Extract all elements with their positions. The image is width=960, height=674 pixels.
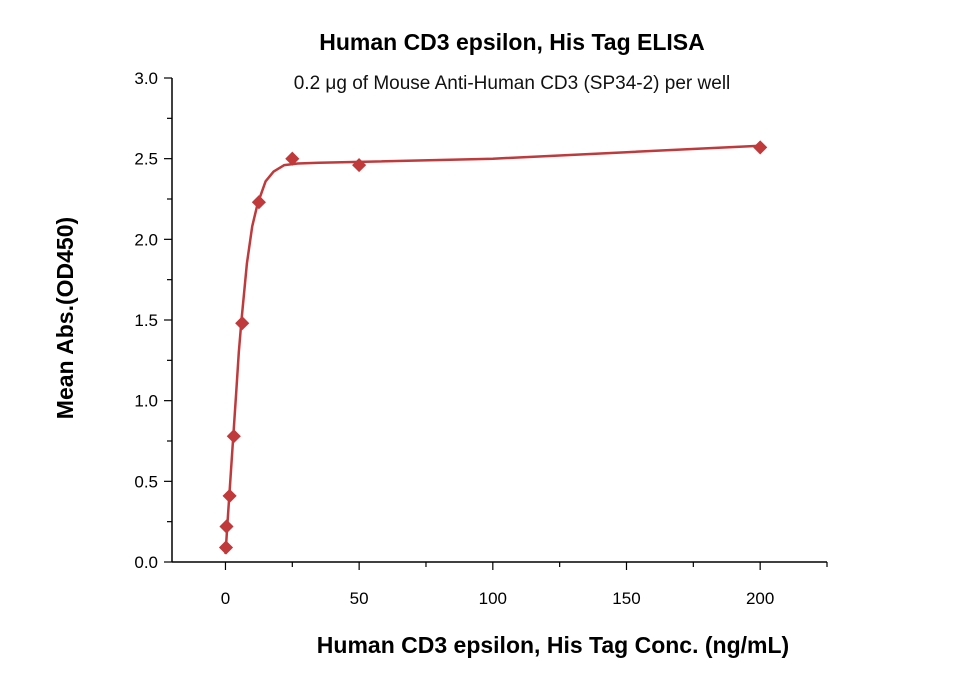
x-tick-label: 150 — [612, 589, 640, 608]
x-axis-label: Human CD3 epsilon, His Tag Conc. (ng/mL) — [317, 632, 789, 658]
y-axis-label: Mean Abs.(OD450) — [52, 217, 78, 419]
plot-area: 0.0 0.5 1.0 1.5 2.0 2.5 3.0 0 50 100 150 200 — [134, 69, 828, 608]
y-tick-label: 0.0 — [134, 553, 158, 572]
data-point-diamond — [222, 488, 237, 503]
data-point-diamond — [235, 316, 250, 331]
y-tick-label: 1.0 — [134, 392, 158, 411]
data-point-diamond — [753, 140, 768, 155]
data-point-diamond — [218, 540, 234, 555]
y-tick-label: 2.0 — [134, 230, 158, 249]
y-tick-label: 1.5 — [134, 311, 158, 330]
data-point-diamond — [219, 519, 234, 534]
y-tick-label: 0.5 — [134, 472, 158, 491]
x-tick-label: 0 — [221, 589, 230, 608]
data-point-diamond — [285, 151, 300, 166]
fit-curve-line — [224, 144, 761, 554]
data-point-diamond — [352, 158, 367, 173]
chart-subtitle: 0.2 μg of Mouse Anti-Human CD3 (SP34-2) … — [294, 73, 731, 94]
y-tick-label: 3.0 — [134, 69, 158, 88]
y-tick-label: 2.5 — [134, 150, 158, 169]
chart-title: Human CD3 epsilon, His Tag ELISA — [319, 29, 705, 55]
data-point-diamond — [251, 195, 266, 210]
x-tick-label: 100 — [479, 589, 507, 608]
x-tick-label: 50 — [350, 589, 369, 608]
data-point-diamond — [226, 429, 241, 444]
x-tick-label: 200 — [746, 589, 774, 608]
